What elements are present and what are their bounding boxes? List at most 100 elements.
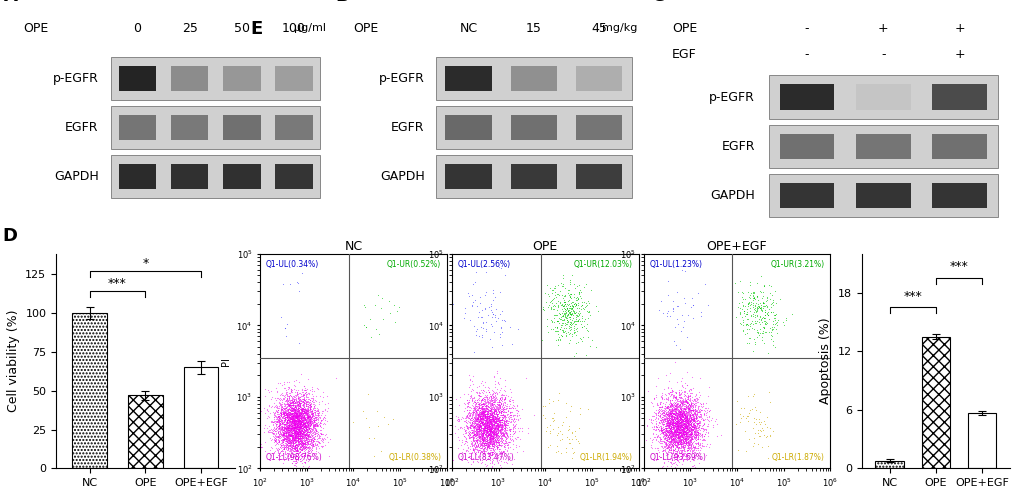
Point xyxy=(673,422,689,430)
Point xyxy=(679,395,695,403)
Point xyxy=(286,410,303,418)
Point xyxy=(472,423,488,430)
Point xyxy=(491,428,507,436)
Point xyxy=(658,417,675,425)
Point xyxy=(292,421,309,428)
Point xyxy=(647,436,663,444)
Point xyxy=(489,399,505,407)
Point xyxy=(672,414,688,422)
Point xyxy=(277,437,293,445)
Point xyxy=(489,426,505,433)
Point xyxy=(285,437,302,445)
Point xyxy=(301,417,317,425)
Point xyxy=(487,427,503,435)
Point xyxy=(469,439,485,447)
Point xyxy=(663,427,680,435)
Point xyxy=(299,428,315,436)
Point xyxy=(499,413,516,421)
Point xyxy=(471,394,487,402)
Point xyxy=(664,419,681,427)
Point xyxy=(687,407,703,415)
Point xyxy=(282,413,299,421)
Point xyxy=(667,403,684,410)
Point xyxy=(277,440,293,447)
Point xyxy=(571,288,587,296)
Point xyxy=(740,435,756,443)
Point xyxy=(478,407,494,414)
Point xyxy=(292,414,309,422)
Point xyxy=(674,413,690,421)
Point xyxy=(479,427,495,435)
Point xyxy=(290,437,307,445)
Point xyxy=(489,414,505,422)
Point xyxy=(464,280,480,288)
Point xyxy=(666,463,683,471)
Point xyxy=(287,409,304,417)
Point xyxy=(464,418,480,426)
Point xyxy=(482,419,498,427)
Point xyxy=(291,401,308,408)
Point xyxy=(476,444,492,452)
Point xyxy=(462,418,478,426)
Point xyxy=(654,430,671,438)
Point xyxy=(667,288,684,296)
Point xyxy=(738,320,754,328)
Bar xyxy=(111,155,320,198)
Point xyxy=(486,407,502,415)
Point xyxy=(751,299,767,306)
Point xyxy=(485,424,501,431)
Point xyxy=(288,411,305,419)
Point xyxy=(681,407,697,414)
Point xyxy=(652,437,668,445)
Point xyxy=(471,407,487,415)
Point xyxy=(481,413,497,421)
Point xyxy=(291,401,308,409)
Point xyxy=(485,416,501,424)
Point xyxy=(278,417,294,425)
Point xyxy=(669,421,686,429)
Point xyxy=(691,407,707,415)
Point xyxy=(473,416,489,424)
Point xyxy=(472,423,488,431)
Point xyxy=(667,425,684,432)
Point xyxy=(488,412,504,420)
Point xyxy=(282,446,299,453)
Point xyxy=(550,291,567,299)
Point xyxy=(678,381,694,389)
Point xyxy=(468,407,484,415)
Point xyxy=(673,449,689,457)
Point xyxy=(494,413,511,421)
Point xyxy=(661,423,678,430)
Point xyxy=(662,432,679,440)
Point xyxy=(311,421,327,428)
Text: EGFR: EGFR xyxy=(65,121,99,134)
Point xyxy=(569,312,585,320)
Point xyxy=(666,444,683,451)
Point xyxy=(477,413,493,421)
Point xyxy=(673,430,689,438)
Point xyxy=(671,446,687,454)
Point xyxy=(691,407,707,414)
Point xyxy=(474,414,490,422)
Point xyxy=(485,425,501,432)
Point xyxy=(689,446,705,454)
Point xyxy=(686,451,702,459)
Point xyxy=(268,415,284,423)
Point xyxy=(469,406,485,414)
Point xyxy=(672,435,688,443)
Point xyxy=(495,447,512,455)
Point xyxy=(671,400,687,408)
Point xyxy=(495,418,512,426)
Point xyxy=(287,405,304,412)
Point xyxy=(281,417,298,425)
Point xyxy=(449,433,466,441)
Point xyxy=(294,413,311,421)
Point xyxy=(659,422,676,429)
Point xyxy=(274,427,290,434)
Point xyxy=(679,444,695,451)
Point xyxy=(671,420,687,427)
Point xyxy=(277,401,293,408)
Point xyxy=(680,422,696,429)
Point xyxy=(277,434,293,442)
Point xyxy=(289,397,306,405)
